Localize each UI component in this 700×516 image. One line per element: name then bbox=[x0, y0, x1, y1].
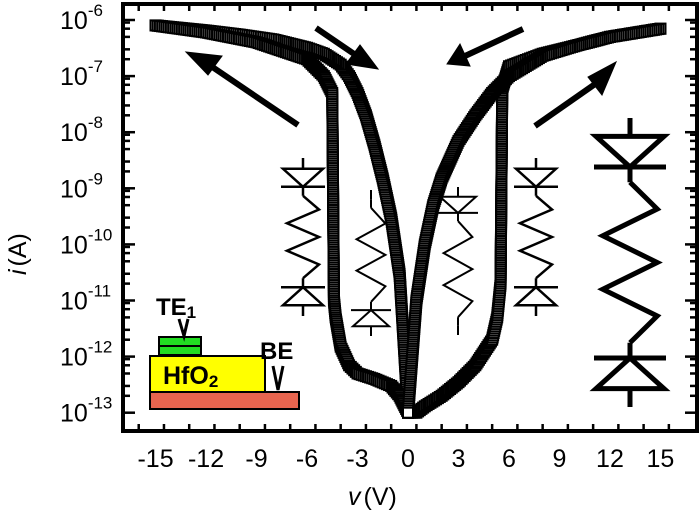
circuit-left bbox=[279, 158, 327, 316]
x-tick-label: 12 bbox=[596, 445, 624, 473]
be-pointer-icon bbox=[271, 365, 285, 391]
x-axis-title: v (V) bbox=[348, 483, 397, 511]
arrow-up-right-icon bbox=[533, 60, 618, 129]
oxide-layer bbox=[149, 355, 266, 393]
circuit-right bbox=[512, 158, 560, 316]
arrow-down-right-icon bbox=[314, 25, 380, 70]
y-tick-labels: 10-6 10-7 10-8 10-9 10-10 10-11 10-12 10-13 bbox=[60, 1, 112, 428]
y-tick-label: 10-6 bbox=[60, 1, 103, 35]
x-tick-label: 15 bbox=[647, 445, 675, 473]
arrow-down-left-icon bbox=[446, 26, 525, 67]
x-tick-label: 6 bbox=[502, 445, 516, 473]
device-stack-inset: HfO2 TE1 BE bbox=[149, 294, 300, 410]
y-tick-label: 10-13 bbox=[60, 394, 112, 428]
x-tick-label: 9 bbox=[553, 445, 567, 473]
y-tick-label: 10-7 bbox=[60, 57, 103, 91]
equivalent-circuits bbox=[279, 118, 671, 407]
y-axis-title: i(A) bbox=[4, 233, 32, 275]
x-tick-labels: -15 -12 -9 -6 -3 0 3 6 9 12 15 bbox=[137, 445, 674, 473]
y-tick-label: 10-8 bbox=[60, 113, 103, 147]
be-label: BE bbox=[260, 338, 293, 365]
oxide-label: HfO2 bbox=[163, 362, 218, 391]
te-label: TE1 bbox=[156, 294, 196, 322]
sweep-arrows bbox=[184, 25, 618, 129]
data-series bbox=[149, 19, 667, 419]
be-layer bbox=[149, 391, 300, 410]
x-tick-label: -3 bbox=[346, 445, 368, 473]
series-3 bbox=[402, 22, 667, 419]
x-tick-label: -6 bbox=[296, 445, 318, 473]
circuit-center-right bbox=[437, 187, 479, 335]
x-tick-label: -9 bbox=[245, 445, 267, 473]
te-layer-top bbox=[158, 336, 202, 347]
y-tick-label: 10-11 bbox=[60, 282, 111, 316]
axis-ticks bbox=[123, 4, 697, 431]
circuit-large bbox=[589, 118, 671, 407]
te-pointer-icon bbox=[177, 318, 190, 342]
series-1 bbox=[149, 19, 414, 419]
y-tick-label: 10-9 bbox=[60, 169, 103, 203]
x-tick-label: -12 bbox=[188, 445, 224, 473]
arrow-up-left-icon bbox=[184, 51, 300, 128]
y-tick-label: 10-10 bbox=[60, 225, 112, 259]
y-tick-label: 10-12 bbox=[60, 338, 112, 372]
x-tick-label: 3 bbox=[452, 445, 466, 473]
te-layer-bottom bbox=[158, 345, 202, 356]
circuit-center-left bbox=[350, 190, 392, 336]
x-tick-label: -15 bbox=[137, 445, 173, 473]
x-tick-label: 0 bbox=[401, 445, 415, 473]
